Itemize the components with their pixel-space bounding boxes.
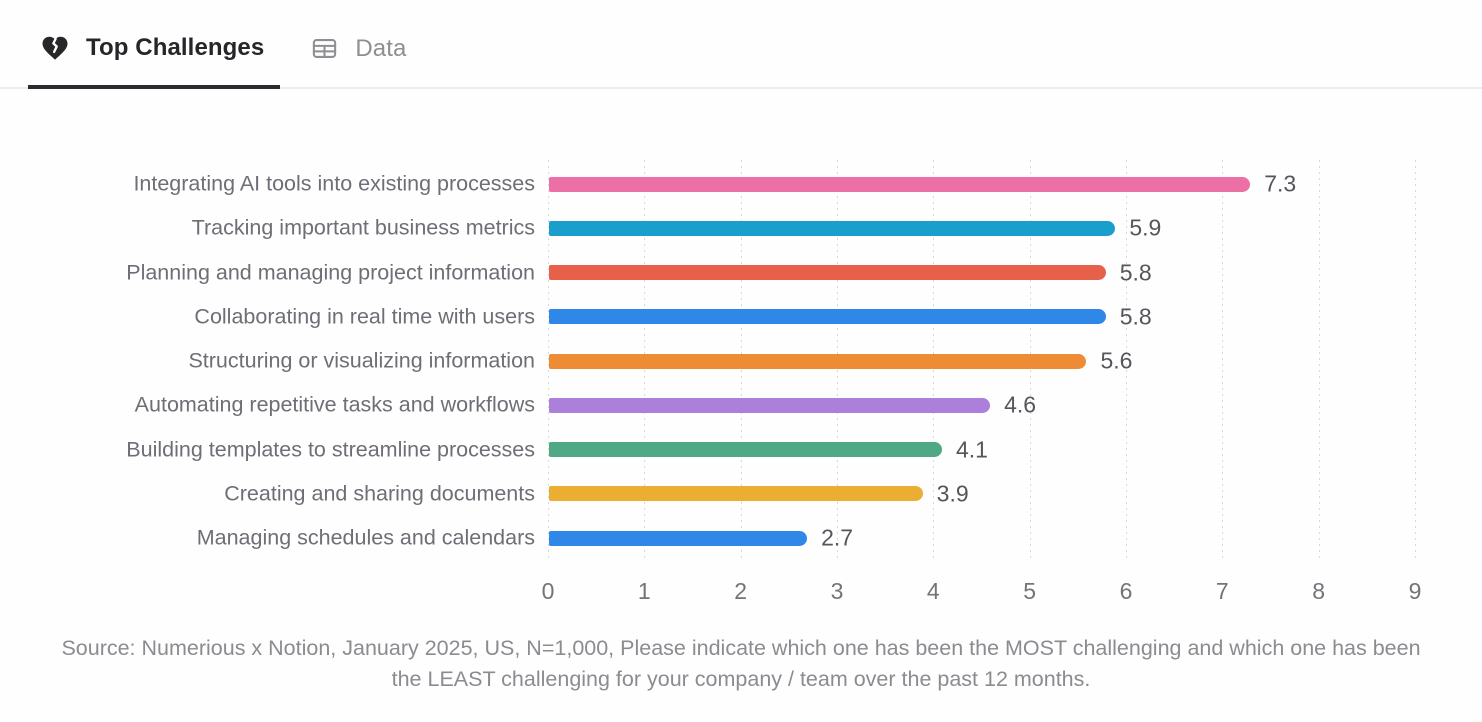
value-label: 2.7	[821, 524, 854, 551]
tab-label: Data	[355, 34, 407, 62]
value-label: 4.6	[1004, 391, 1037, 418]
category-label: Building templates to streamline process…	[126, 437, 535, 461]
gridline	[1222, 160, 1224, 558]
category-label: Creating and sharing documents	[224, 481, 535, 506]
value-label: 5.8	[1119, 259, 1152, 285]
tab-bar: Top Challenges Data	[0, 0, 1482, 89]
value-label: 5.6	[1100, 347, 1133, 374]
tab-data[interactable]: Data	[298, 10, 422, 89]
tab-top-challenges[interactable]: Top Challenges	[28, 9, 281, 89]
bar	[549, 176, 1251, 192]
table-icon	[310, 34, 339, 63]
value-label: 4.1	[955, 436, 988, 462]
bar	[549, 530, 808, 546]
source-note: Source: Numerious x Notion, January 2025…	[61, 636, 1421, 691]
bar	[549, 265, 1106, 280]
x-axis-tick-label: 7	[1215, 578, 1229, 604]
x-axis-tick-label: 6	[1119, 578, 1133, 604]
category-label: Collaborating in real time with users	[194, 304, 535, 329]
category-label: Automating repetitive tasks and workflow…	[134, 392, 535, 417]
gridline	[548, 160, 549, 558]
bar	[549, 309, 1106, 325]
bar	[549, 442, 942, 457]
x-axis-tick-label: 0	[541, 578, 555, 604]
gridline	[1318, 160, 1320, 558]
x-axis-tick-label: 5	[1023, 578, 1037, 604]
tab-label: Top Challenges	[86, 34, 265, 61]
bar	[549, 397, 991, 413]
x-axis-tick-label: 9	[1408, 578, 1422, 604]
value-label: 3.9	[936, 480, 969, 507]
category-label: Planning and managing project informatio…	[126, 260, 535, 284]
category-label: Integrating AI tools into existing proce…	[133, 171, 535, 196]
category-label: Managing schedules and calendars	[196, 525, 535, 550]
bar	[549, 220, 1116, 236]
gridline	[1414, 160, 1416, 558]
value-label: 7.3	[1264, 170, 1297, 197]
category-label: Structuring or visualizing information	[188, 348, 535, 373]
x-axis-tick-label: 8	[1312, 578, 1326, 604]
value-label: 5.8	[1119, 303, 1152, 330]
bar	[549, 353, 1087, 369]
gridline	[1125, 160, 1127, 558]
x-axis-tick-label: 2	[734, 578, 748, 604]
broken-heart-icon	[40, 33, 70, 63]
x-axis-tick-label: 1	[637, 578, 651, 604]
x-axis-tick-label: 4	[926, 578, 940, 604]
value-label: 5.9	[1129, 214, 1162, 241]
bar	[549, 486, 923, 502]
category-label: Tracking important business metrics	[191, 215, 535, 240]
x-axis-tick-label: 3	[830, 578, 844, 604]
